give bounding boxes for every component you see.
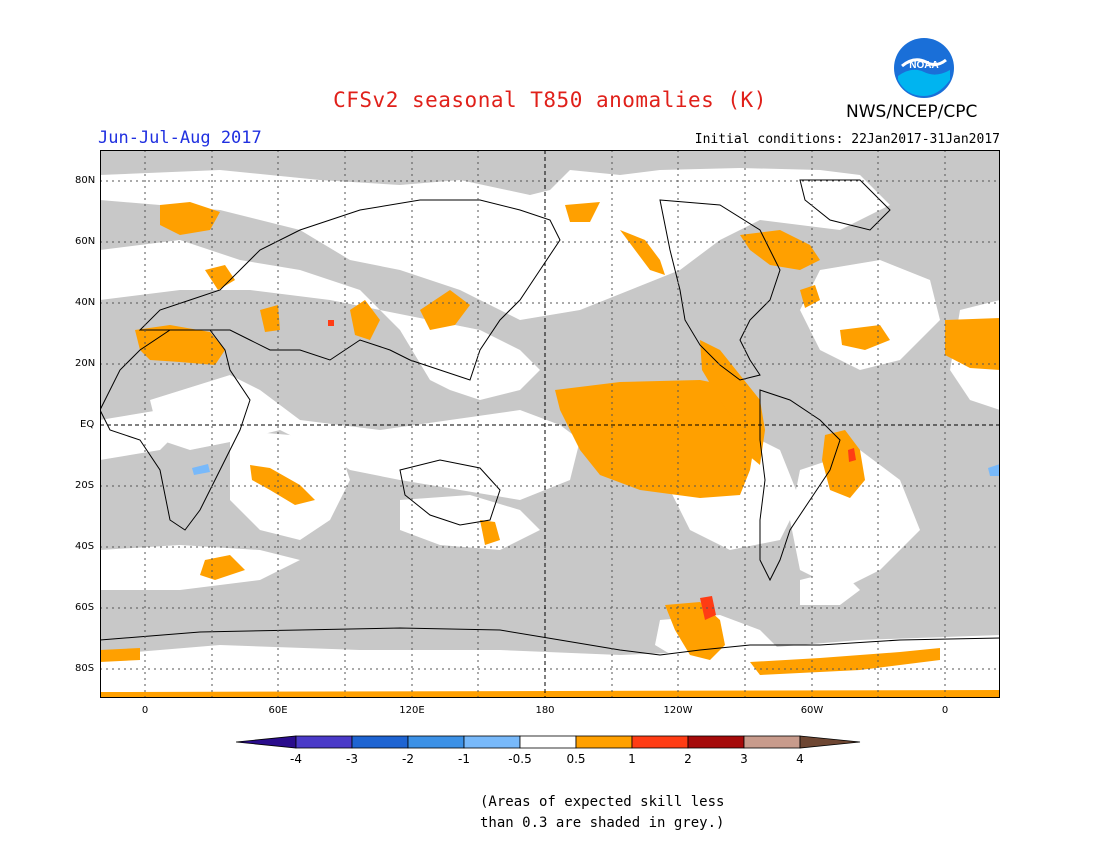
colorbar-label: 3 bbox=[740, 752, 748, 766]
lat-label-60n: 60N bbox=[75, 236, 96, 247]
footnote-line2: than 0.3 are shaded in grey.) bbox=[480, 815, 725, 831]
lat-label-eq: EQ bbox=[80, 419, 95, 430]
colorbar-arrow-high bbox=[799, 735, 861, 749]
logo-text: NOAA bbox=[909, 60, 938, 71]
colorbar-label: -0.5 bbox=[508, 752, 532, 766]
positive-anomaly-regions bbox=[100, 202, 1000, 698]
lat-label-20n: 20N bbox=[75, 358, 96, 369]
lat-label-40n: 40N bbox=[75, 297, 96, 308]
colorbar-label: -1 bbox=[458, 752, 470, 766]
colorbar-cell bbox=[519, 735, 577, 749]
colorbar-cell bbox=[351, 735, 409, 749]
lat-label-20s: 20S bbox=[75, 480, 95, 491]
footnote-line1: (Areas of expected skill less bbox=[480, 794, 725, 810]
colorbar-label: -4 bbox=[290, 752, 302, 766]
lat-label-40s: 40S bbox=[75, 541, 95, 552]
gridlines bbox=[100, 150, 1000, 698]
lon-label-60w: 60W bbox=[800, 705, 824, 716]
colorbar-label: 1 bbox=[628, 752, 636, 766]
colorbar-cell bbox=[631, 735, 689, 749]
season-label: Jun-Jul-Aug 2017 bbox=[98, 128, 262, 148]
coastlines bbox=[100, 179, 1000, 656]
lon-label-120w: 120W bbox=[663, 705, 693, 716]
initial-conditions-label: Initial conditions: 22Jan2017-31Jan2017 bbox=[694, 132, 1000, 147]
colorbar-cells bbox=[236, 735, 861, 749]
lat-label-60s: 60S bbox=[75, 602, 95, 613]
colorbar-label: -3 bbox=[346, 752, 358, 766]
colorbar-cell bbox=[575, 735, 633, 749]
colorbar-label: 4 bbox=[796, 752, 804, 766]
negative-anomaly-regions bbox=[192, 464, 1000, 476]
lon-label-0-right: 0 bbox=[941, 705, 949, 716]
footnote: (Areas of expected skill less than 0.3 a… bbox=[480, 792, 724, 834]
colorbar-cell bbox=[295, 735, 353, 749]
lon-label-180: 180 bbox=[535, 705, 555, 716]
colorbar-cell bbox=[407, 735, 465, 749]
agency-label: NWS/NCEP/CPC bbox=[846, 102, 978, 122]
colorbar-cell bbox=[687, 735, 745, 749]
lat-label-80s: 80S bbox=[75, 663, 95, 674]
colorbar-label: 0.5 bbox=[566, 752, 586, 766]
lon-label-120e: 120E bbox=[399, 705, 425, 716]
reference-lines bbox=[100, 150, 1000, 698]
colorbar-cell bbox=[463, 735, 521, 749]
lon-label-0: 0 bbox=[141, 705, 149, 716]
colorbar-cell bbox=[743, 735, 801, 749]
lat-label-80n: 80N bbox=[75, 175, 96, 186]
colorbar-label: -2 bbox=[402, 752, 414, 766]
colorbar-label: 2 bbox=[684, 752, 692, 766]
anomaly-map bbox=[100, 150, 1000, 698]
colorbar-arrow-low bbox=[236, 735, 297, 749]
colorbar bbox=[236, 735, 861, 749]
map-title: CFSv2 seasonal T850 anomalies (K) bbox=[333, 88, 767, 112]
lon-label-60e: 60E bbox=[268, 705, 288, 716]
noaa-logo-icon: NOAA bbox=[894, 38, 954, 98]
